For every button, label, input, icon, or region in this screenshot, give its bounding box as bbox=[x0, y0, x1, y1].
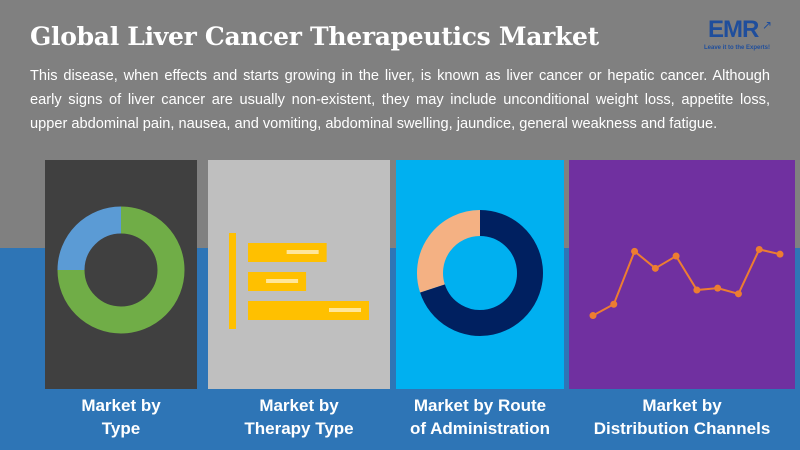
distribution-line-chart bbox=[589, 245, 784, 320]
card-market-by-distribution bbox=[569, 160, 795, 389]
card-market-by-therapy-type bbox=[208, 160, 390, 389]
data-point-8 bbox=[755, 245, 763, 253]
type-donut-chart bbox=[57, 206, 185, 334]
bar-axis bbox=[229, 233, 236, 329]
page-title: Global Liver Cancer Therapeutics Market bbox=[30, 22, 599, 51]
label-market-by-distribution: Market by Distribution Channels bbox=[569, 394, 795, 440]
series-line bbox=[592, 248, 781, 317]
bar-highlight-1 bbox=[266, 279, 299, 283]
logo-text: EMR bbox=[708, 16, 759, 43]
bar-highlight-0 bbox=[286, 250, 319, 254]
page-description: This disease, when effects and starts gr… bbox=[30, 68, 770, 132]
donut-slice-1 bbox=[417, 210, 481, 293]
data-point-0 bbox=[589, 312, 597, 320]
logo-arrow-icon: ↗ bbox=[762, 18, 773, 32]
data-point-6 bbox=[714, 284, 722, 292]
label-line-1: Market by Route bbox=[413, 396, 547, 415]
data-point-9 bbox=[776, 250, 784, 258]
label-line-1: Market by bbox=[642, 396, 722, 415]
label-market-by-therapy-type: Market by Therapy Type bbox=[208, 394, 390, 440]
label-line-2: of Administration bbox=[409, 419, 551, 438]
card-market-by-route bbox=[396, 160, 564, 389]
label-market-by-type: Market by Type bbox=[45, 394, 197, 440]
route-donut-chart bbox=[417, 210, 543, 336]
label-line-2: Distribution Channels bbox=[593, 419, 771, 438]
card-market-by-type bbox=[45, 160, 197, 389]
data-point-7 bbox=[734, 290, 742, 298]
logo-tagline: Leave it to the Experts! bbox=[704, 45, 771, 51]
data-point-4 bbox=[672, 252, 680, 260]
label-line-1: Market by bbox=[259, 396, 339, 415]
donut-slice-0 bbox=[57, 206, 185, 334]
label-market-by-route: Market by Route of Administration bbox=[396, 394, 564, 440]
donut-slice-0 bbox=[420, 210, 543, 336]
donut-slice-1 bbox=[57, 206, 122, 271]
therapy-type-bar-chart bbox=[229, 233, 369, 329]
data-point-3 bbox=[651, 264, 659, 272]
bar-2 bbox=[248, 301, 369, 320]
data-point-1 bbox=[610, 300, 618, 308]
data-point-5 bbox=[693, 286, 701, 294]
data-point-2 bbox=[631, 247, 639, 255]
bar-highlight-2 bbox=[329, 308, 361, 312]
company-logo: EMR ↗ Leave it to the Experts! bbox=[700, 16, 780, 56]
label-line-1: Market by bbox=[81, 396, 161, 415]
label-line-2: Type bbox=[101, 419, 141, 438]
label-line-2: Therapy Type bbox=[244, 419, 354, 438]
